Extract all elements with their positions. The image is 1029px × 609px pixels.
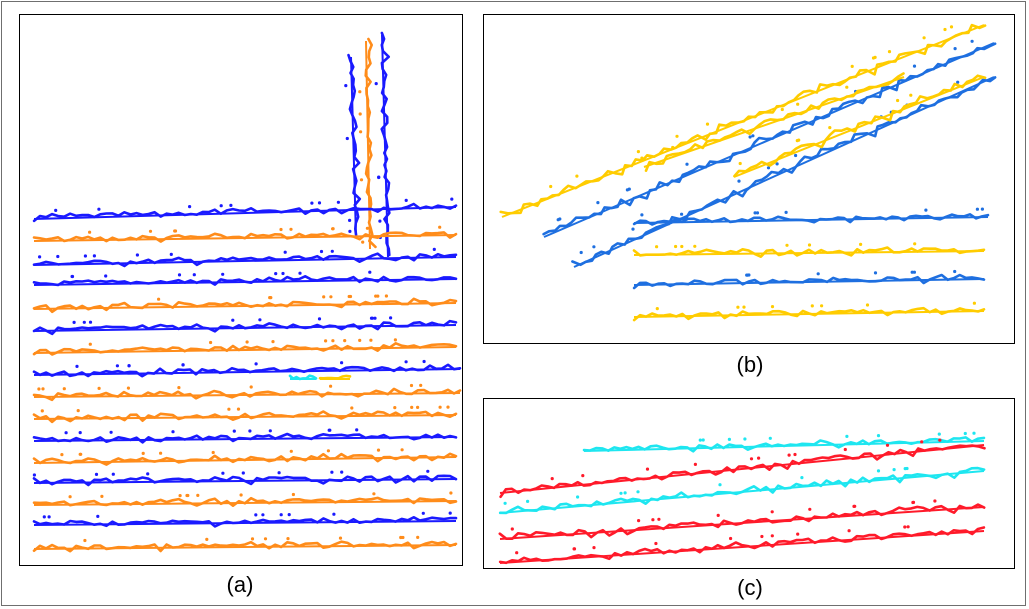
- vertical-line-3: [344, 53, 362, 238]
- diagonal-line-3: [571, 76, 997, 268]
- handwriting-sample-b: [499, 23, 997, 322]
- caption-b: (b): [736, 352, 764, 377]
- line-b-9: [632, 301, 986, 322]
- handwritten-line-a-15: [32, 511, 458, 528]
- handwritten-line-a-2: [32, 225, 458, 243]
- line-c-2: [499, 438, 986, 499]
- panel-c: [483, 398, 1015, 569]
- diagonal-line-5: [640, 72, 905, 172]
- handwritten-line-a-16: [32, 535, 458, 553]
- handwritten-line-a-4: [32, 270, 458, 287]
- line-b-7: [632, 242, 986, 258]
- line-c-5: [498, 525, 986, 565]
- handwritten-line-a-7: [32, 338, 458, 356]
- handwritten-line-a-12: [32, 448, 458, 466]
- handwriting-sample-c: [498, 431, 986, 565]
- caption-c: (c): [737, 575, 763, 600]
- yellow-word: [318, 374, 352, 380]
- handwritten-line-a-5: [32, 294, 458, 314]
- line-b-8: [632, 269, 986, 290]
- line-c-1: [582, 431, 986, 453]
- handwritten-line-a-10: [32, 405, 458, 424]
- caption-a: (a): [226, 572, 254, 597]
- vertical-line-2: [358, 37, 377, 250]
- vertical-line-1: [374, 31, 391, 258]
- panel-a: [19, 14, 463, 566]
- handwritten-line-a-3: [32, 247, 458, 268]
- line-c-4: [498, 499, 986, 540]
- line-b-6: [632, 207, 990, 226]
- line-c-3: [498, 466, 986, 515]
- handwritten-line-a-13: [32, 469, 458, 487]
- handwritten-line-a-14: [32, 491, 458, 507]
- handwritten-line-a-8: [32, 359, 462, 378]
- diagonal-line-2: [542, 39, 997, 238]
- handwritten-line-a-1: [32, 197, 458, 223]
- handwritten-line-a-11: [32, 428, 458, 444]
- cyan-word: [288, 374, 318, 381]
- handwriting-sample-a: [32, 31, 462, 553]
- panel-b: [483, 14, 1015, 344]
- diagonal-line-4: [733, 74, 987, 178]
- diagonal-line-1: [499, 23, 987, 218]
- handwritten-line-a-9: [32, 383, 462, 402]
- handwritten-line-a-6: [32, 316, 458, 336]
